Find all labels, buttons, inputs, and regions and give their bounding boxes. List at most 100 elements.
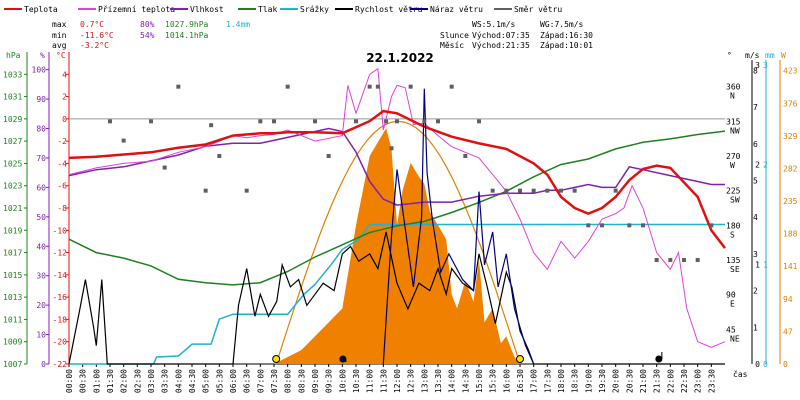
tick-label-time: 19:30 xyxy=(598,369,607,393)
tick-label-wind-small: 7 xyxy=(753,103,758,112)
stat-avg-label: avg xyxy=(52,41,67,50)
tick-label-degc: -14 xyxy=(53,271,68,280)
wind-direction-point xyxy=(121,138,126,143)
tick-label-wm2: 47 xyxy=(783,327,793,336)
tick-label-time: 03:30 xyxy=(161,369,170,393)
wind-direction-point xyxy=(354,119,358,124)
tick-label-degc: 2 xyxy=(62,93,67,102)
wind-direction-point xyxy=(162,165,167,170)
tick-label-dir-name: NE xyxy=(730,334,740,343)
chart-title: 22.1.2022 xyxy=(366,51,434,65)
tick-label-time: 13:00 xyxy=(420,369,429,393)
tick-label-wm2: 235 xyxy=(783,197,798,206)
legend-label: Rychlost větru xyxy=(355,5,423,14)
pressure-line xyxy=(68,130,726,286)
wind-direction-point xyxy=(209,123,214,128)
wind-direction-point xyxy=(244,188,249,193)
tick-label-time: 16:30 xyxy=(516,369,525,393)
tick-label-hpa: 1019 xyxy=(3,226,22,235)
tick-label-pct: 70 xyxy=(36,154,46,163)
wind-ws: WS:5.1m/s xyxy=(472,20,516,29)
tick-label-time: 18:30 xyxy=(571,369,580,393)
axis-label-mm: mm xyxy=(765,51,775,60)
tick-label-dir-name: W xyxy=(730,161,735,170)
legend-item-humidity: Vlhkost xyxy=(170,5,224,14)
tick-label-time: 17:30 xyxy=(543,369,552,393)
tick-label-wind-small: 4 xyxy=(753,213,758,222)
tick-label-pct: 30 xyxy=(36,272,46,281)
legend-item-rain: Srážky xyxy=(280,5,329,14)
axis-label-pct: % xyxy=(40,51,45,60)
tick-label-time: 07:30 xyxy=(270,369,279,393)
tick-label-hpa: 1009 xyxy=(3,338,22,347)
stat-max-temp: 0.7°C xyxy=(80,20,104,29)
tick-label-pct: 90 xyxy=(36,95,46,104)
tick-label-degc: -12 xyxy=(53,249,68,258)
wind-direction-point xyxy=(504,188,509,193)
tick-label-wind-small: 3 xyxy=(753,250,758,259)
tick-label-wind-small: 6 xyxy=(753,140,758,149)
tick-label-time: 01:00 xyxy=(92,369,101,393)
tick-label-time: 20:00 xyxy=(612,369,621,393)
tick-label-dir: 90 xyxy=(726,291,736,300)
wind-direction-point xyxy=(641,223,645,228)
moon-set: Západ:10:01 xyxy=(540,41,593,50)
tick-label-wind-small: 1 xyxy=(753,323,758,332)
tick-label-hpa: 1011 xyxy=(3,315,22,324)
tick-label-degc: -22 xyxy=(53,360,68,369)
sun-rise: Východ:07:35 xyxy=(472,31,530,40)
tick-label-pct: 60 xyxy=(36,183,46,192)
legend-item-wind-gust: Náraz větru xyxy=(410,5,483,14)
wind-direction-point xyxy=(586,223,591,228)
tick-label-time: 10:30 xyxy=(352,369,361,393)
wind-direction-point xyxy=(477,119,481,124)
tick-label-degc: -8 xyxy=(57,204,67,213)
tick-label-time: 20:30 xyxy=(625,369,634,393)
stat-rain-total: 1.4mm xyxy=(226,20,250,29)
tick-label-time: 19:00 xyxy=(584,369,593,393)
tick-label-mm: 0 xyxy=(763,360,768,369)
tick-label-time: 04:30 xyxy=(188,369,197,393)
tick-label-time: 02:00 xyxy=(120,369,129,393)
tick-label-ms: 2 xyxy=(755,161,760,170)
tick-label-time: 08:30 xyxy=(297,369,306,393)
axis-label-degc: °C xyxy=(56,51,66,60)
legend-label: Srážky xyxy=(300,5,329,14)
wind-direction-point xyxy=(654,258,659,262)
tick-label-degc: -4 xyxy=(57,159,67,168)
moon-rise: Východ:21:35 xyxy=(472,41,530,50)
tick-label-time: 09:00 xyxy=(311,369,320,393)
wind-gust-line xyxy=(382,88,535,365)
wind-direction-point xyxy=(682,258,686,262)
tick-label-ms: 1 xyxy=(755,260,760,269)
wind-direction-point xyxy=(668,258,673,262)
wind-direction-point xyxy=(326,154,331,158)
axis-label-wm2: W xyxy=(781,51,786,60)
tick-label-degc: -20 xyxy=(53,338,68,347)
stat-max-label: max xyxy=(52,20,67,29)
wind-wg: WG:7.5m/s xyxy=(540,20,584,29)
tick-label-time: 01:30 xyxy=(106,369,115,393)
legend-label: Tlak xyxy=(258,5,277,14)
rain-line xyxy=(69,223,725,365)
tick-label-degc: 0 xyxy=(62,115,67,124)
tick-label-mm: 1 xyxy=(763,260,768,269)
tick-label-dir: 270 xyxy=(726,152,741,161)
wind-direction-point xyxy=(408,84,413,89)
solar-area xyxy=(274,128,520,364)
wind-direction-point xyxy=(176,84,181,89)
wind-direction-point xyxy=(313,119,317,124)
wind-direction-point xyxy=(545,188,550,193)
tick-label-time: 08:00 xyxy=(284,369,293,393)
tick-label-wm2: 282 xyxy=(783,164,798,173)
wind-direction-point xyxy=(695,258,700,262)
legend-item-wind-direction: Směr větru xyxy=(494,5,562,14)
tick-label-wm2: 376 xyxy=(783,99,798,108)
tick-label-dir-name: SE xyxy=(730,265,740,274)
tick-label-wm2: 188 xyxy=(783,230,798,239)
wind-direction-point xyxy=(518,188,522,193)
tick-label-degc: -18 xyxy=(53,315,68,324)
wind-direction-point xyxy=(531,188,536,193)
